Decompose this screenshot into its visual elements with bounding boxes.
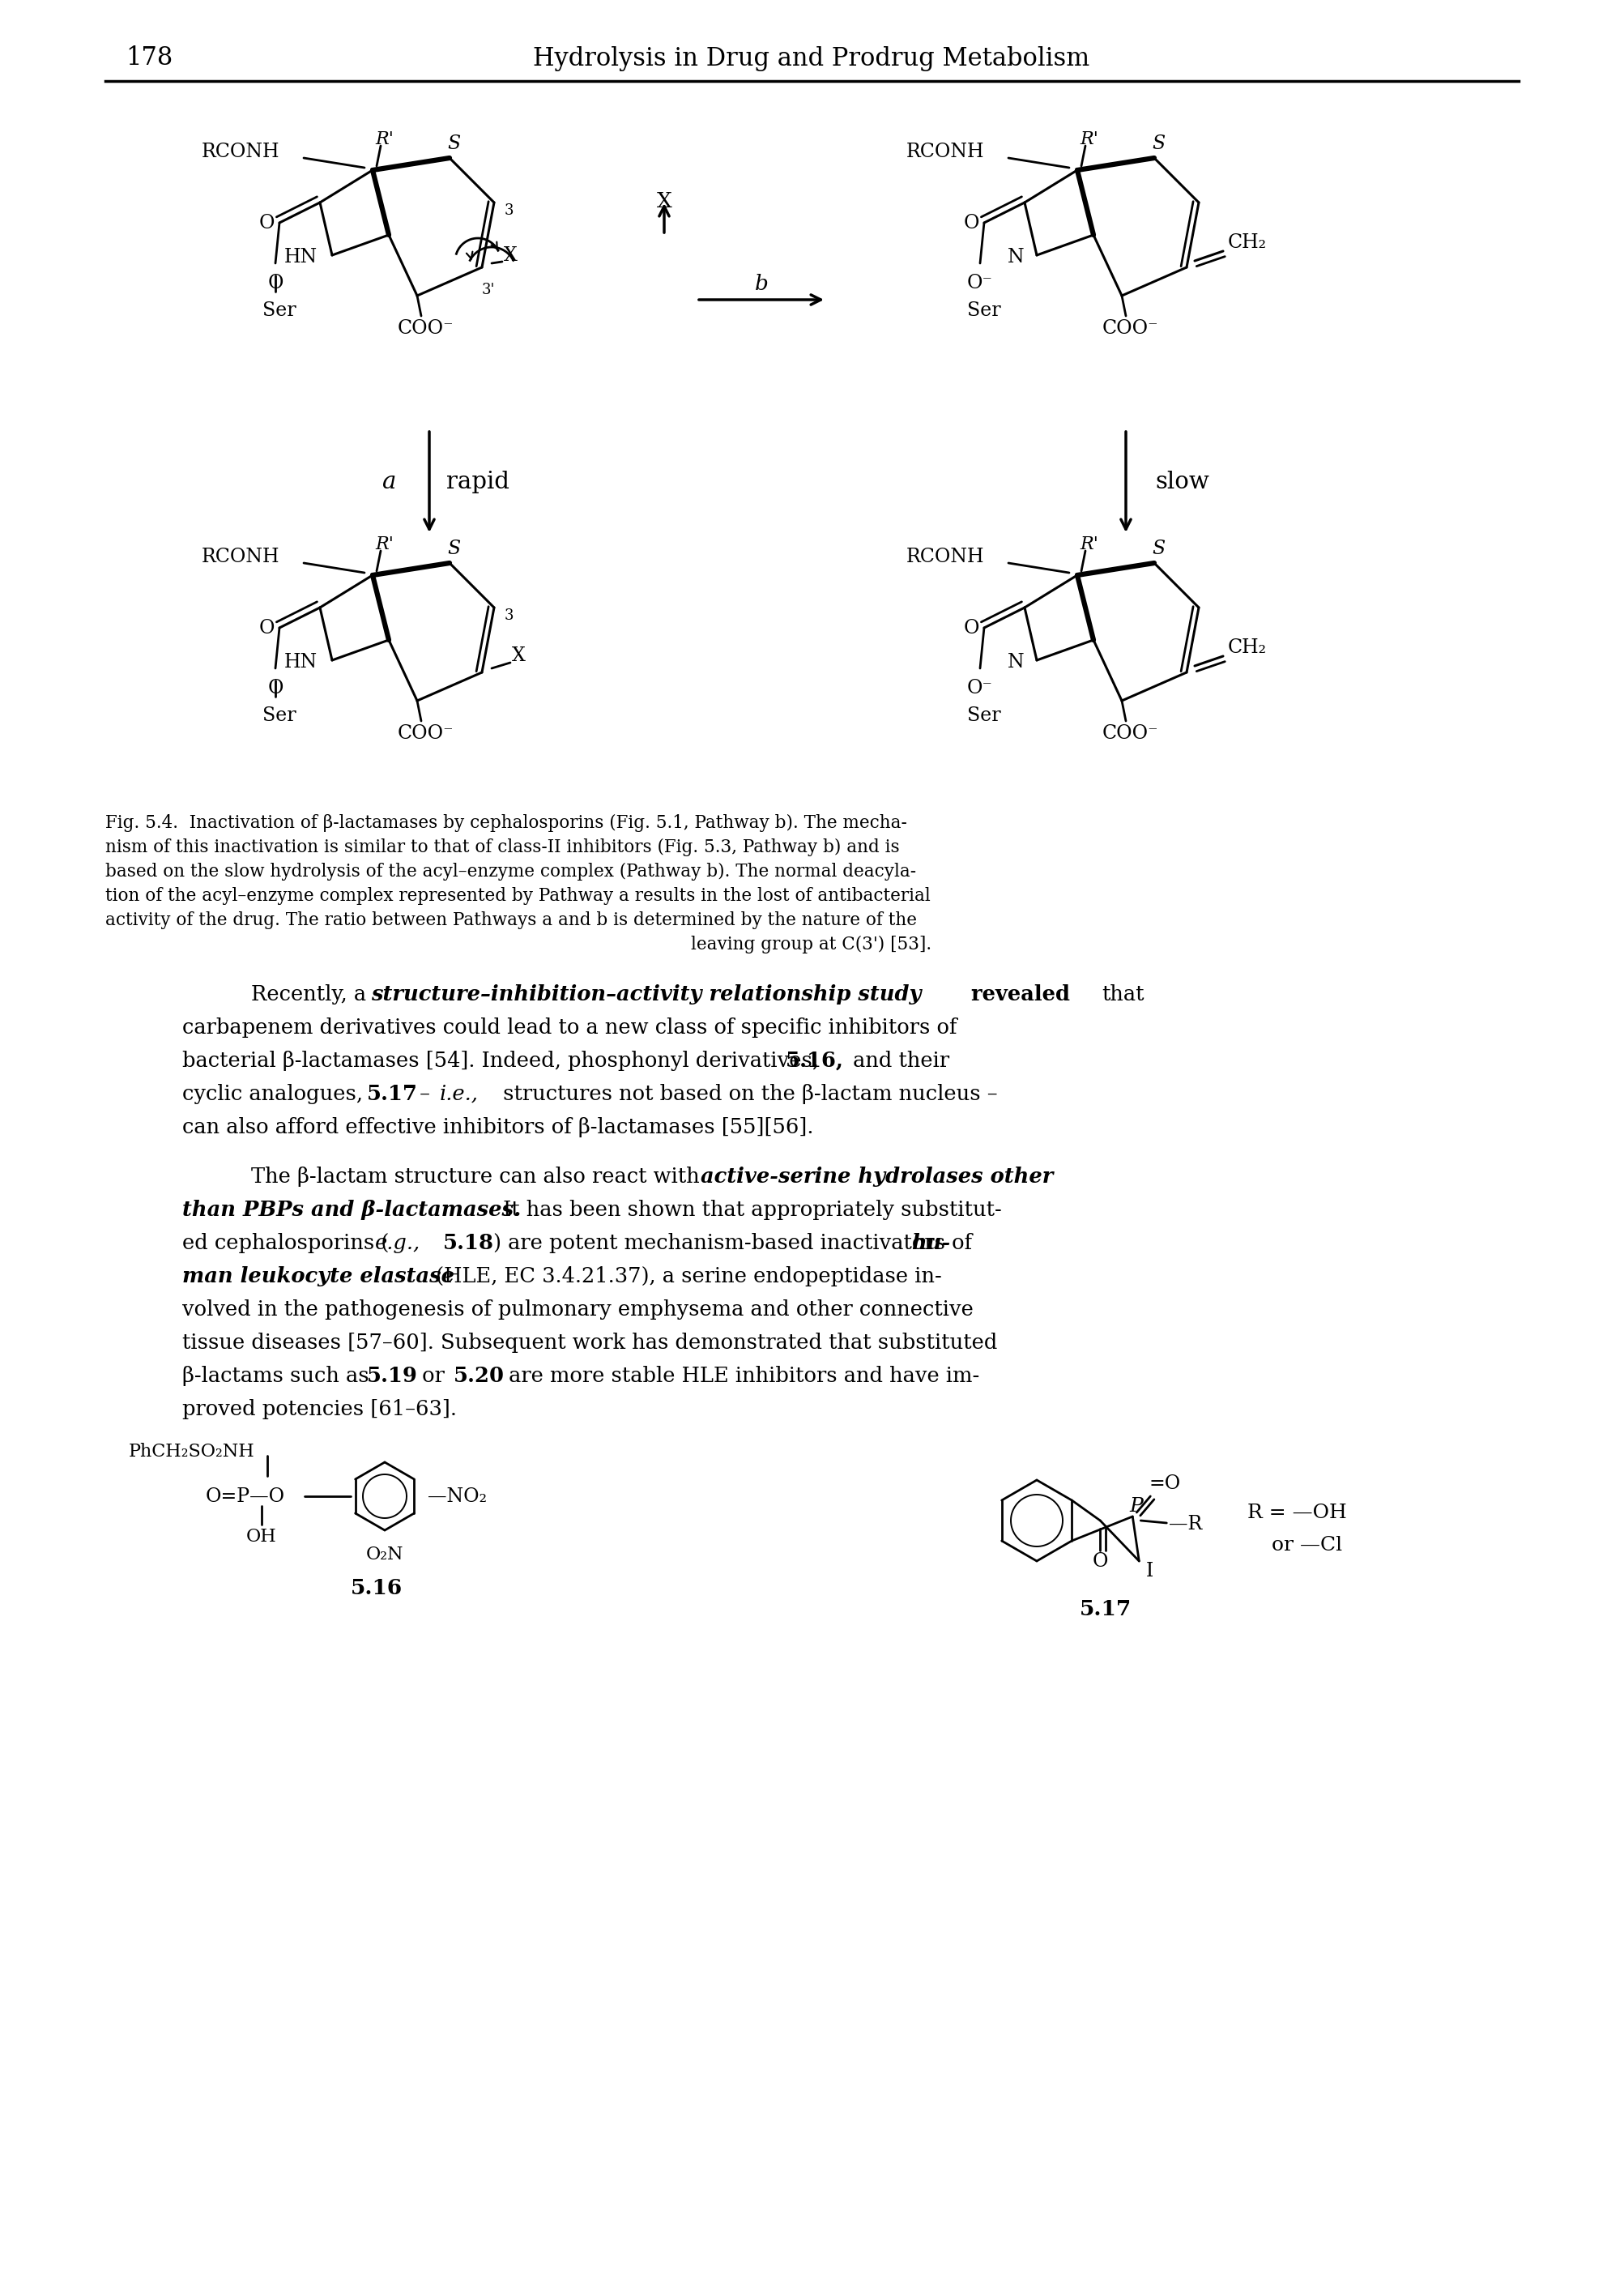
Text: It has been shown that appropriately substitut-: It has been shown that appropriately sub… <box>497 1200 1002 1221</box>
Text: a: a <box>382 470 396 493</box>
Text: COO⁻: COO⁻ <box>1101 723 1158 744</box>
Text: I: I <box>1147 1563 1153 1581</box>
Text: bacterial β-lactamases [54]. Indeed, phosphonyl derivatives,: bacterial β-lactamases [54]. Indeed, pho… <box>182 1051 825 1072</box>
Text: Ser: Ser <box>968 301 1000 319</box>
Text: Ser: Ser <box>263 301 296 319</box>
Text: =O: =O <box>1150 1476 1181 1494</box>
Text: nism of this inactivation is similar to that of class-II inhibitors (Fig. 5.3, P: nism of this inactivation is similar to … <box>106 838 900 856</box>
Text: S: S <box>1151 133 1164 154</box>
Text: 5.19: 5.19 <box>367 1366 417 1386</box>
Text: 178: 178 <box>125 46 172 71</box>
Text: active-serine hydrolases other: active-serine hydrolases other <box>700 1166 1054 1187</box>
Text: b: b <box>755 273 768 294</box>
Text: and their: and their <box>846 1051 950 1072</box>
Text: X: X <box>512 647 525 666</box>
Text: 3: 3 <box>503 204 513 218</box>
Text: O: O <box>963 620 979 638</box>
Text: or —Cl: or —Cl <box>1272 1535 1341 1554</box>
Text: HN: HN <box>284 248 318 266</box>
Text: O⁻: O⁻ <box>968 273 992 294</box>
Text: Ser: Ser <box>263 707 296 725</box>
Text: S: S <box>1151 539 1164 558</box>
Text: RCONH: RCONH <box>201 142 279 161</box>
Text: are more stable HLE inhibitors and have im-: are more stable HLE inhibitors and have … <box>502 1366 979 1386</box>
Text: based on the slow hydrolysis of the acyl–enzyme complex (Pathway b). The normal : based on the slow hydrolysis of the acyl… <box>106 863 916 881</box>
Text: (HLE, EC 3.4.21.37), a serine endopeptidase in-: (HLE, EC 3.4.21.37), a serine endopeptid… <box>429 1267 942 1287</box>
Text: O: O <box>258 213 274 232</box>
Text: R': R' <box>375 535 395 553</box>
Text: tion of the acyl–enzyme complex represented by Pathway a results in the lost of : tion of the acyl–enzyme complex represen… <box>106 888 931 904</box>
Text: O: O <box>268 679 283 698</box>
Text: 5.16,: 5.16, <box>786 1051 844 1072</box>
Text: Hydrolysis in Drug and Prodrug Metabolism: Hydrolysis in Drug and Prodrug Metabolis… <box>533 46 1090 71</box>
Text: than PBPs and β-lactamases.: than PBPs and β-lactamases. <box>182 1200 521 1221</box>
Text: β-lactams such as: β-lactams such as <box>182 1366 375 1386</box>
Text: R = —OH: R = —OH <box>1247 1503 1346 1522</box>
Text: cyclic analogues,: cyclic analogues, <box>182 1083 369 1104</box>
Text: S: S <box>447 133 460 154</box>
Text: activity of the drug. The ratio between Pathways a and b is determined by the na: activity of the drug. The ratio between … <box>106 911 918 929</box>
Text: –: – <box>412 1083 437 1104</box>
Text: that: that <box>1101 985 1143 1005</box>
Text: R': R' <box>375 131 395 149</box>
Text: —NO₂: —NO₂ <box>429 1487 487 1506</box>
Text: or: or <box>416 1366 451 1386</box>
Text: 5.20: 5.20 <box>453 1366 505 1386</box>
Text: O: O <box>268 273 283 294</box>
Text: COO⁻: COO⁻ <box>396 319 453 337</box>
Text: can also afford effective inhibitors of β-lactamases [55][56].: can also afford effective inhibitors of … <box>182 1118 814 1138</box>
Text: RCONH: RCONH <box>906 549 984 567</box>
Text: Ser: Ser <box>968 707 1000 725</box>
Text: 5.16: 5.16 <box>351 1579 403 1600</box>
Text: —R: —R <box>1169 1515 1202 1533</box>
Text: R': R' <box>1080 131 1099 149</box>
Text: i.e.,: i.e., <box>440 1083 479 1104</box>
Text: P: P <box>1130 1496 1143 1517</box>
Text: ed cephalosporins (: ed cephalosporins ( <box>182 1232 390 1253</box>
Text: e.g.,: e.g., <box>375 1232 421 1253</box>
Text: hu-: hu- <box>911 1232 950 1253</box>
Text: volved in the pathogenesis of pulmonary emphysema and other connective: volved in the pathogenesis of pulmonary … <box>182 1299 973 1320</box>
Text: O₂N: O₂N <box>365 1545 404 1563</box>
Text: Recently, a: Recently, a <box>252 985 374 1005</box>
Text: structure–inhibition–activity relationship study: structure–inhibition–activity relationsh… <box>370 985 921 1005</box>
Text: rapid: rapid <box>447 470 510 493</box>
Text: PhCH₂SO₂NH: PhCH₂SO₂NH <box>128 1444 255 1460</box>
Text: COO⁻: COO⁻ <box>1101 319 1158 337</box>
Text: proved potencies [61–63].: proved potencies [61–63]. <box>182 1400 456 1418</box>
Text: COO⁻: COO⁻ <box>396 723 453 744</box>
Text: structures not based on the β-lactam nucleus –: structures not based on the β-lactam nuc… <box>497 1083 997 1104</box>
Text: X: X <box>656 190 672 211</box>
Text: 3: 3 <box>503 608 513 622</box>
Text: O=P—O: O=P—O <box>206 1487 286 1506</box>
Text: CH₂: CH₂ <box>1228 234 1267 252</box>
Text: The β-lactam structure can also react with: The β-lactam structure can also react wi… <box>252 1166 706 1187</box>
Text: 5.17: 5.17 <box>1080 1600 1132 1620</box>
Text: X: X <box>503 246 516 264</box>
Text: O: O <box>963 213 979 232</box>
Text: OH: OH <box>247 1528 278 1545</box>
Text: RCONH: RCONH <box>201 549 279 567</box>
Text: RCONH: RCONH <box>906 142 984 161</box>
Text: 5.17: 5.17 <box>367 1083 417 1104</box>
Text: revealed: revealed <box>965 985 1077 1005</box>
Text: carbapenem derivatives could lead to a new class of specific inhibitors of: carbapenem derivatives could lead to a n… <box>182 1017 957 1037</box>
Text: HN: HN <box>284 652 318 670</box>
Text: S: S <box>447 539 460 558</box>
Text: leaving group at C(3') [53].: leaving group at C(3') [53]. <box>692 936 932 952</box>
Text: R': R' <box>1080 535 1099 553</box>
Text: 5.18: 5.18 <box>443 1232 494 1253</box>
Text: O⁻: O⁻ <box>968 679 992 698</box>
Text: O: O <box>258 620 274 638</box>
Text: ) are potent mechanism-based inactivators of: ) are potent mechanism-based inactivator… <box>494 1232 979 1253</box>
Text: O: O <box>1093 1551 1108 1570</box>
Text: 3': 3' <box>482 282 495 298</box>
Text: slow: slow <box>1156 470 1210 493</box>
Text: Fig. 5.4.  Inactivation of β-lactamases by cephalosporins (Fig. 5.1, Pathway b).: Fig. 5.4. Inactivation of β-lactamases b… <box>106 815 908 833</box>
Text: N: N <box>1009 248 1025 266</box>
Text: man leukocyte elastase: man leukocyte elastase <box>182 1267 455 1287</box>
Text: CH₂: CH₂ <box>1228 638 1267 656</box>
Text: N: N <box>1009 652 1025 670</box>
Text: tissue diseases [57–60]. Subsequent work has demonstrated that substituted: tissue diseases [57–60]. Subsequent work… <box>182 1333 997 1352</box>
